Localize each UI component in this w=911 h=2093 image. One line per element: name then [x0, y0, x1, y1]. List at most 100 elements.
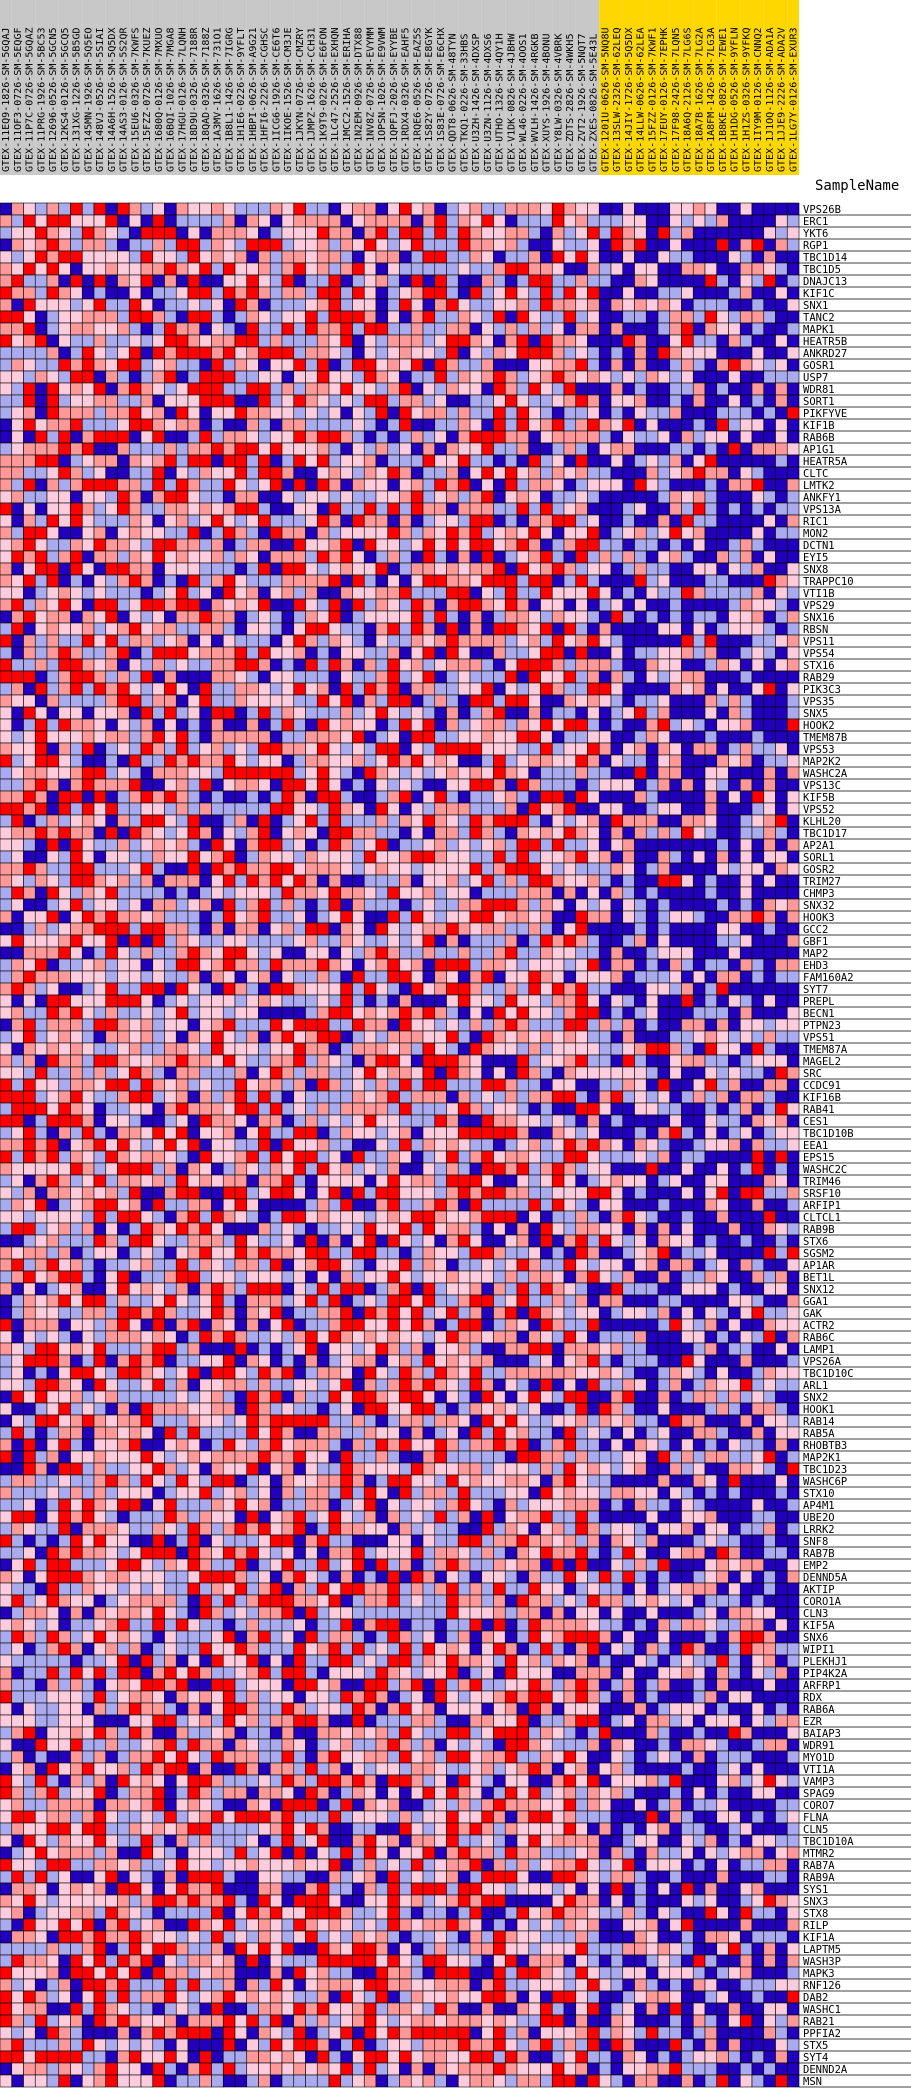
heatmap-cell	[340, 850, 353, 864]
heatmap-cell	[775, 1018, 788, 1032]
heatmap-cell	[199, 214, 212, 228]
heatmap-cell	[11, 250, 24, 264]
heatmap-cell	[81, 286, 95, 300]
heatmap-cell	[222, 274, 236, 288]
heatmap-cell	[716, 994, 729, 1008]
heatmap-cell	[387, 430, 400, 444]
heatmap-cell	[140, 586, 154, 600]
heatmap-cell	[363, 250, 377, 264]
heatmap-cell	[58, 1006, 71, 1020]
heatmap-cell	[34, 574, 48, 588]
heatmap-cell	[387, 826, 400, 840]
heatmap-cell	[305, 454, 318, 468]
heatmap-cell	[269, 754, 283, 768]
heatmap-cell	[105, 1042, 118, 1056]
heatmap-cell	[504, 502, 518, 516]
heatmap-cell	[739, 250, 753, 264]
heatmap-cell	[305, 922, 318, 936]
heatmap-cell	[786, 970, 800, 984]
heatmap-cell	[187, 898, 201, 912]
heatmap-cell	[716, 754, 729, 768]
heatmap-cell	[305, 874, 318, 888]
heatmap-cell	[93, 550, 107, 564]
heatmap-cell	[775, 586, 788, 600]
heatmap-cell	[692, 826, 706, 840]
heatmap-cell	[128, 418, 142, 432]
heatmap-cell	[140, 778, 154, 792]
heatmap-cell	[481, 946, 494, 960]
heatmap-cell	[199, 1042, 212, 1056]
heatmap-cell	[434, 670, 447, 684]
heatmap-cell	[481, 742, 494, 756]
heatmap-cell	[786, 862, 800, 876]
heatmap-cell	[704, 670, 718, 684]
heatmap-cell	[340, 910, 353, 924]
heatmap-cell	[739, 478, 753, 492]
heatmap-cell	[105, 958, 118, 972]
heatmap-cell	[469, 778, 483, 792]
heatmap-cell	[128, 610, 142, 624]
heatmap-cell	[457, 718, 471, 732]
heatmap-cell	[105, 934, 118, 948]
heatmap-cell	[117, 922, 130, 936]
heatmap-cell	[70, 646, 83, 660]
heatmap-cell	[23, 310, 36, 324]
column-header-label: GTEX-148VJ-0526-SM-5SIAI	[95, 28, 106, 173]
heatmap-cell	[645, 262, 659, 276]
heatmap-cell	[551, 754, 565, 768]
heatmap-cell	[551, 1042, 565, 1056]
heatmap-cell	[775, 442, 788, 456]
heatmap-cell	[246, 946, 259, 960]
heatmap-cell	[0, 322, 13, 336]
heatmap-cell	[34, 886, 48, 900]
heatmap-cell	[211, 790, 224, 804]
heatmap-cell	[598, 286, 612, 300]
heatmap-cell	[23, 766, 36, 780]
heatmap-cell	[328, 502, 342, 516]
heatmap-cell	[340, 502, 353, 516]
column-header-label: GTEX-1ICG6-1926-SM-CE6T6	[271, 28, 282, 173]
heatmap-cell	[117, 874, 130, 888]
heatmap-cell	[293, 322, 306, 336]
heatmap-cell	[305, 634, 318, 648]
heatmap-cell	[634, 826, 647, 840]
heatmap-cell	[152, 346, 165, 360]
heatmap-cell	[598, 514, 612, 528]
heatmap-cell	[410, 346, 424, 360]
heatmap-cell	[187, 658, 201, 672]
heatmap-cell	[728, 670, 741, 684]
heatmap-cell	[234, 898, 248, 912]
heatmap-cell	[258, 550, 271, 564]
heatmap-cell	[739, 1018, 753, 1032]
heatmap-cell	[316, 946, 330, 960]
heatmap-cell	[457, 310, 471, 324]
heatmap-cell	[340, 766, 353, 780]
heatmap-cell	[481, 898, 494, 912]
heatmap-cell	[692, 694, 706, 708]
heatmap-cell	[340, 730, 353, 744]
heatmap-cell	[704, 238, 718, 252]
heatmap-cell	[34, 814, 48, 828]
heatmap-cell	[645, 718, 659, 732]
heatmap-cell	[587, 502, 600, 516]
heatmap-cell	[422, 358, 436, 372]
heatmap-cell	[175, 1042, 189, 1056]
heatmap-cell	[258, 502, 271, 516]
heatmap-cell	[117, 1030, 130, 1044]
heatmap-cell	[375, 466, 389, 480]
heatmap-cell	[493, 874, 506, 888]
heatmap-cell	[175, 886, 189, 900]
heatmap-cell	[504, 586, 518, 600]
heatmap-cell	[340, 286, 353, 300]
heatmap-cell	[446, 346, 459, 360]
heatmap-cell	[516, 682, 530, 696]
heatmap-cell	[763, 886, 776, 900]
heatmap-cell	[140, 454, 154, 468]
heatmap-cell	[70, 658, 83, 672]
heatmap-cell	[187, 526, 201, 540]
heatmap-cell	[328, 718, 342, 732]
heatmap-cell	[493, 490, 506, 504]
heatmap-cell	[434, 862, 447, 876]
heatmap-cell	[328, 826, 342, 840]
heatmap-cell	[293, 610, 306, 624]
